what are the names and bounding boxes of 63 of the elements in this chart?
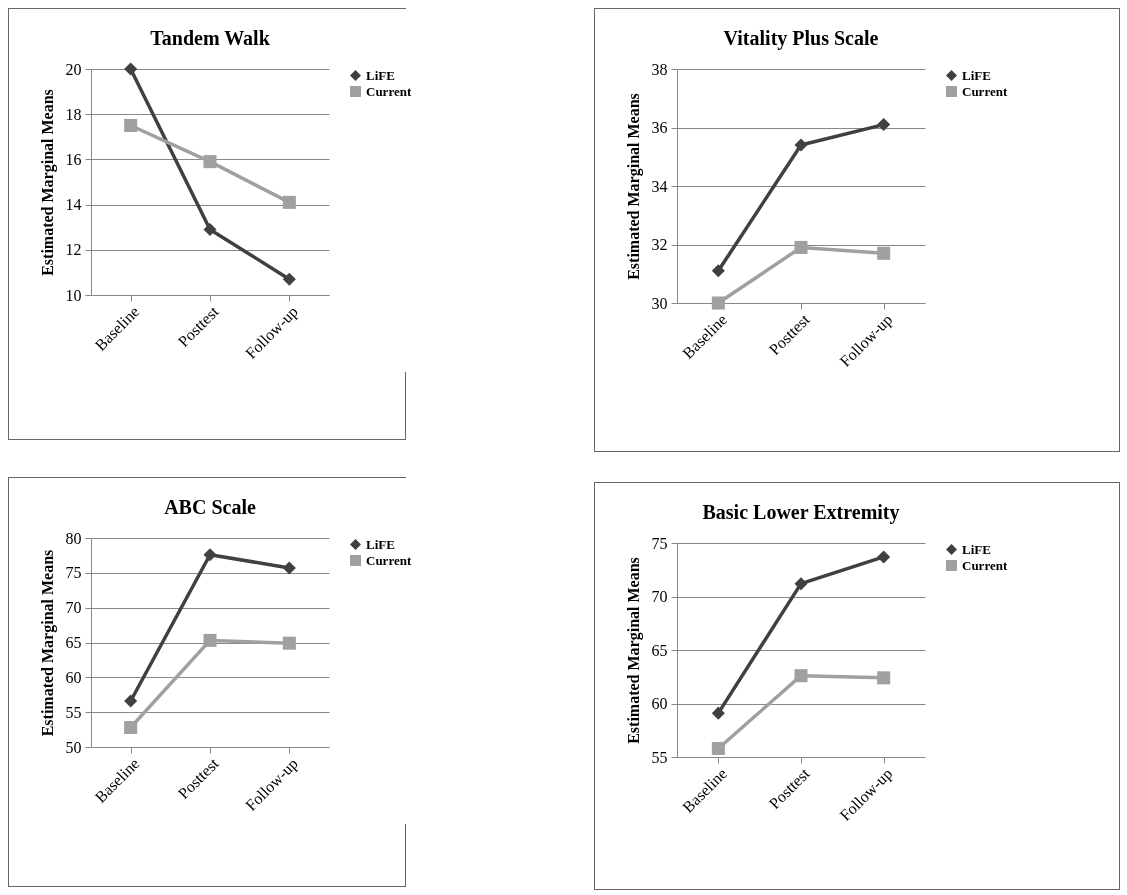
- y-tick-label: 55: [65, 703, 82, 721]
- y-axis-title: Estimated Marginal Means: [624, 93, 643, 280]
- chart-title: ABC Scale: [164, 496, 256, 518]
- y-tick-label: 75: [651, 534, 668, 552]
- y-tick-label: 18: [65, 105, 82, 123]
- y-tick-label: 70: [65, 599, 82, 617]
- y-tick-label: 70: [651, 588, 668, 605]
- y-tick-label: 12: [65, 241, 82, 259]
- point: [203, 155, 217, 169]
- y-tick-label: 80: [65, 529, 82, 547]
- point: [711, 264, 725, 278]
- point: [711, 741, 725, 755]
- y-tick-label: 16: [65, 150, 82, 168]
- y-tick-label: 36: [651, 119, 668, 136]
- y-axis-title: Estimated Marginal Means: [624, 557, 643, 744]
- legend-label: Current: [962, 83, 1008, 99]
- point: [282, 272, 296, 286]
- point: [124, 720, 138, 735]
- y-tick-label: 50: [65, 738, 82, 756]
- point: [794, 577, 808, 591]
- point: [203, 222, 217, 236]
- legend-label: LiFE: [366, 536, 395, 552]
- point: [877, 671, 891, 685]
- point: [203, 548, 217, 562]
- y-tick-label: 60: [65, 668, 82, 686]
- legend-label: LiFE: [366, 67, 395, 83]
- y-tick-label: 20: [65, 60, 82, 78]
- y-tick-label: 75: [65, 564, 82, 582]
- point: [282, 636, 296, 650]
- point: [711, 296, 725, 310]
- chart-title: Basic Lower Extremity: [702, 501, 900, 524]
- chart-title: Tandem Walk: [150, 27, 271, 49]
- point: [203, 633, 217, 647]
- y-tick-label: 10: [65, 286, 82, 304]
- y-tick-label: 55: [651, 748, 668, 766]
- legend-label: Current: [366, 83, 412, 99]
- y-axis-title: Estimated Marginal Means: [38, 89, 57, 276]
- point: [877, 550, 891, 564]
- point: [794, 669, 808, 683]
- y-tick-label: 38: [651, 60, 668, 78]
- chart-title: Vitality Plus Scale: [723, 27, 879, 50]
- y-axis-title: Estimated Marginal Means: [38, 549, 57, 737]
- point: [794, 138, 808, 152]
- legend-label: Current: [366, 552, 412, 568]
- y-tick-label: 32: [651, 236, 668, 253]
- legend-label: LiFE: [962, 541, 991, 557]
- point: [794, 240, 808, 254]
- point: [877, 246, 891, 260]
- legend-label: LiFE: [962, 67, 991, 83]
- point: [877, 118, 891, 132]
- y-tick-label: 60: [651, 695, 668, 712]
- legend-label: Current: [962, 557, 1008, 573]
- y-tick-label: 30: [651, 294, 668, 312]
- point: [124, 118, 138, 133]
- y-tick-label: 65: [65, 634, 82, 651]
- y-tick-label: 14: [65, 196, 82, 214]
- point: [124, 694, 138, 708]
- point: [282, 195, 296, 209]
- point: [124, 62, 138, 76]
- point: [282, 561, 296, 575]
- point: [711, 706, 725, 720]
- y-tick-label: 65: [651, 641, 668, 659]
- y-tick-label: 34: [651, 177, 668, 195]
